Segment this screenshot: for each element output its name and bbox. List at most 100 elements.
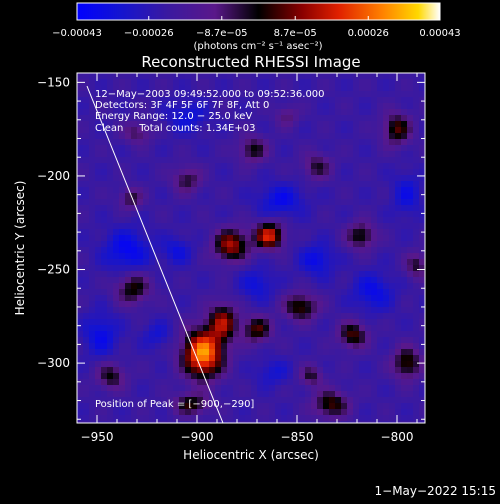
heatmap-cell	[161, 97, 167, 103]
heatmap-cell	[131, 103, 137, 109]
heatmap-cell	[419, 337, 425, 343]
heatmap-cell	[167, 379, 173, 385]
heatmap-cell	[197, 367, 203, 373]
heatmap-cell	[239, 151, 245, 157]
heatmap-cell	[95, 265, 101, 271]
heatmap-cell	[149, 181, 155, 187]
heatmap-cell	[161, 349, 167, 355]
heatmap-cell	[275, 355, 281, 361]
heatmap-cell	[371, 385, 377, 391]
heatmap-cell	[401, 103, 407, 109]
heatmap-cell	[257, 385, 263, 391]
heatmap-cell	[143, 343, 149, 349]
heatmap-cell	[185, 97, 191, 103]
heatmap-cell	[119, 175, 125, 181]
heatmap-cell	[167, 73, 173, 79]
heatmap-cell	[275, 151, 281, 157]
heatmap-cell	[377, 313, 383, 319]
heatmap-cell	[263, 103, 269, 109]
heatmap-cell	[191, 295, 197, 301]
heatmap-cell	[203, 121, 209, 127]
heatmap-cell	[239, 79, 245, 85]
heatmap-cell	[209, 127, 215, 133]
heatmap-cell	[167, 373, 173, 379]
heatmap-cell	[77, 97, 83, 103]
heatmap-cell	[221, 199, 227, 205]
heatmap-cell	[101, 217, 107, 223]
heatmap-cell	[107, 229, 113, 235]
heatmap-cell	[287, 103, 293, 109]
heatmap-cell	[335, 253, 341, 259]
heatmap-cell	[89, 175, 95, 181]
heatmap-cell	[365, 391, 371, 397]
heatmap-cell	[293, 199, 299, 205]
heatmap-cell	[347, 91, 353, 97]
heatmap-cell	[383, 217, 389, 223]
heatmap-cell	[77, 181, 83, 187]
heatmap-cell	[89, 199, 95, 205]
heatmap-cell	[395, 175, 401, 181]
heatmap-cell	[269, 355, 275, 361]
heatmap-cell	[299, 97, 305, 103]
heatmap-cell	[125, 217, 131, 223]
heatmap-cell	[371, 295, 377, 301]
heatmap-cell	[209, 391, 215, 397]
heatmap-cell	[245, 97, 251, 103]
heatmap-cell	[167, 403, 173, 409]
heatmap-cell	[203, 157, 209, 163]
heatmap-cell	[263, 139, 269, 145]
heatmap-cell	[83, 349, 89, 355]
heatmap-cell	[113, 211, 119, 217]
heatmap-cell	[209, 145, 215, 151]
heatmap-cell	[407, 397, 413, 403]
heatmap-cell	[143, 421, 149, 423]
heatmap-cell	[233, 181, 239, 187]
heatmap-cell	[275, 283, 281, 289]
heatmap-cell	[329, 331, 335, 337]
heatmap-cell	[365, 283, 371, 289]
heatmap-cell	[377, 169, 383, 175]
heatmap-cell	[161, 307, 167, 313]
heatmap-cell	[359, 133, 365, 139]
heatmap-cell	[335, 175, 341, 181]
heatmap-cell	[149, 97, 155, 103]
heatmap-cell	[197, 181, 203, 187]
heatmap-cell	[377, 121, 383, 127]
heatmap-cell	[185, 109, 191, 115]
heatmap-cell	[101, 349, 107, 355]
heatmap-cell	[353, 187, 359, 193]
heatmap-cell	[149, 73, 155, 79]
heatmap-cell	[383, 259, 389, 265]
heatmap-cell	[95, 391, 101, 397]
heatmap-cell	[137, 79, 143, 85]
heatmap-cell	[149, 355, 155, 361]
heatmap-cell	[77, 127, 83, 133]
heatmap-cell	[233, 145, 239, 151]
heatmap-cell	[275, 271, 281, 277]
heatmap-cell	[119, 205, 125, 211]
heatmap-cell	[377, 319, 383, 325]
heatmap-cell	[221, 343, 227, 349]
heatmap-cell	[401, 373, 407, 379]
heatmap-cell	[413, 169, 419, 175]
heatmap-cell	[317, 145, 323, 151]
heatmap-cell	[407, 199, 413, 205]
heatmap-cell	[185, 361, 191, 367]
heatmap-cell	[173, 397, 179, 403]
heatmap-cell	[395, 73, 401, 79]
heatmap-cell	[149, 205, 155, 211]
heatmap-cell	[377, 271, 383, 277]
heatmap-cell	[311, 97, 317, 103]
heatmap-cell	[221, 349, 227, 355]
heatmap-cell	[233, 331, 239, 337]
heatmap-cell	[359, 79, 365, 85]
heatmap-cell	[161, 223, 167, 229]
heatmap-cell	[131, 193, 137, 199]
heatmap-cell	[233, 157, 239, 163]
heatmap-cell	[293, 145, 299, 151]
heatmap-cell	[257, 103, 263, 109]
heatmap-cell	[389, 121, 395, 127]
heatmap-cell	[359, 103, 365, 109]
heatmap-cell	[203, 85, 209, 91]
heatmap-cell	[179, 139, 185, 145]
